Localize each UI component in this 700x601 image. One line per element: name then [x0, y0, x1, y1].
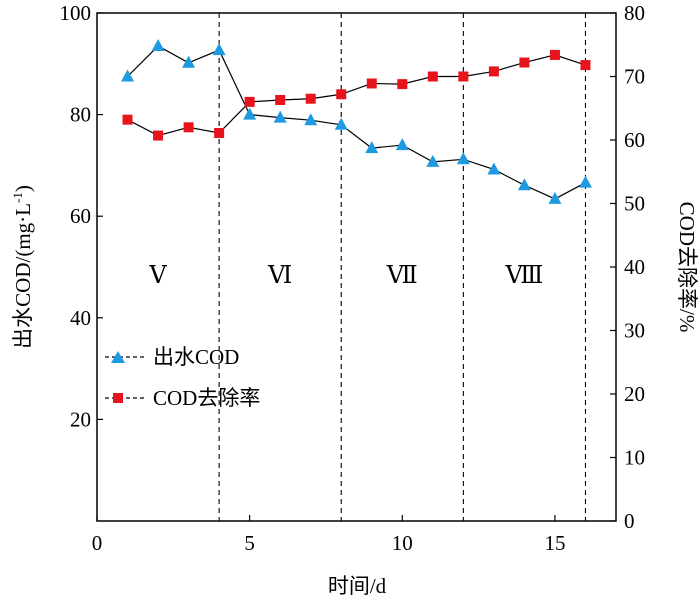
- data-point-effluent-cod: [517, 178, 531, 191]
- data-point-cod-removal: [366, 78, 377, 89]
- left-y-tick-label: 80: [70, 103, 91, 127]
- series-line-effluent-cod: [127, 45, 586, 200]
- series-line-cod-removal: [127, 54, 586, 137]
- stage-label: Ⅶ: [386, 263, 418, 289]
- legend-label-cod-removal: COD去除率: [153, 386, 260, 410]
- left-y-tick-label: 60: [70, 204, 91, 228]
- left-y-axis-title: 出水COD/(mg·L-1): [10, 185, 35, 349]
- data-point-cod-removal: [214, 128, 225, 139]
- data-point-cod-removal: [336, 89, 347, 100]
- data-point-effluent-cod: [273, 110, 287, 123]
- left-y-tick-label: 40: [70, 306, 91, 330]
- stage-label: Ⅵ: [267, 263, 292, 289]
- right-y-tick-label: 80: [624, 1, 645, 25]
- data-point-effluent-cod: [182, 55, 196, 68]
- series-layer: [121, 39, 592, 204]
- data-point-effluent-cod: [487, 162, 501, 175]
- stage-labels: Ⅴ Ⅵ Ⅶ Ⅷ: [148, 263, 543, 289]
- x-tick-label: 10: [392, 531, 413, 555]
- right-y-tick-label: 10: [624, 446, 645, 470]
- legend-label-effluent-cod: 出水COD: [153, 345, 239, 369]
- right-y-tick-label: 0: [624, 509, 635, 533]
- data-point-cod-removal: [183, 122, 194, 133]
- data-point-effluent-cod: [212, 43, 226, 56]
- right-y-tick-label: 30: [624, 319, 645, 343]
- legend-marker-square: [113, 393, 123, 403]
- right-y-axis: 0 10 20 30 40 50 60 70 80: [610, 1, 645, 533]
- x-axis: 0 5 10 15: [92, 515, 565, 555]
- data-point-effluent-cod: [243, 107, 257, 120]
- legend-marker-triangle: [111, 351, 125, 363]
- data-point-effluent-cod: [548, 191, 562, 204]
- data-point-cod-removal: [122, 114, 133, 125]
- left-y-axis: 20 40 60 80 100: [60, 1, 103, 431]
- x-tick-label: 5: [244, 531, 255, 555]
- data-point-cod-removal: [275, 94, 286, 105]
- right-y-tick-label: 60: [624, 128, 645, 152]
- data-point-effluent-cod: [304, 113, 318, 126]
- data-point-cod-removal: [397, 79, 408, 90]
- data-point-cod-removal: [305, 93, 316, 104]
- data-point-effluent-cod: [334, 117, 348, 130]
- right-y-tick-label: 40: [624, 255, 645, 279]
- data-point-effluent-cod: [151, 39, 165, 52]
- legend-entry-effluent-cod: 出水COD: [105, 345, 239, 369]
- left-y-axis-title-superscript: -1: [10, 192, 25, 203]
- stage-label: Ⅴ: [148, 263, 167, 289]
- left-y-axis-title-main: 出水COD/(mg·L: [11, 203, 35, 349]
- data-point-cod-removal: [153, 130, 164, 141]
- x-axis-title: 时间/d: [328, 574, 387, 598]
- data-point-cod-removal: [244, 96, 255, 107]
- data-point-effluent-cod: [395, 138, 409, 151]
- x-tick-label: 0: [92, 531, 103, 555]
- legend-entry-cod-removal: COD去除率: [105, 386, 260, 410]
- data-point-effluent-cod: [426, 154, 440, 167]
- right-y-tick-label: 50: [624, 192, 645, 216]
- data-point-cod-removal: [488, 66, 499, 77]
- right-y-tick-label: 20: [624, 382, 645, 406]
- data-point-cod-removal: [427, 71, 438, 82]
- data-point-effluent-cod: [121, 69, 135, 82]
- data-point-cod-removal: [549, 49, 560, 60]
- data-point-effluent-cod: [578, 175, 592, 188]
- left-y-axis-title-close: ): [11, 185, 35, 192]
- data-point-cod-removal: [580, 60, 591, 71]
- x-tick-label: 15: [544, 531, 565, 555]
- right-y-axis-title: COD去除率/%: [675, 202, 699, 333]
- data-point-effluent-cod: [365, 141, 379, 154]
- data-point-cod-removal: [458, 71, 469, 82]
- right-y-tick-label: 70: [624, 65, 645, 89]
- data-point-effluent-cod: [456, 152, 470, 165]
- left-y-tick-label: 100: [60, 1, 92, 25]
- data-point-cod-removal: [519, 57, 530, 68]
- stage-label: Ⅷ: [505, 263, 544, 289]
- legend: 出水COD COD去除率: [105, 345, 260, 410]
- left-y-tick-label: 20: [70, 407, 91, 431]
